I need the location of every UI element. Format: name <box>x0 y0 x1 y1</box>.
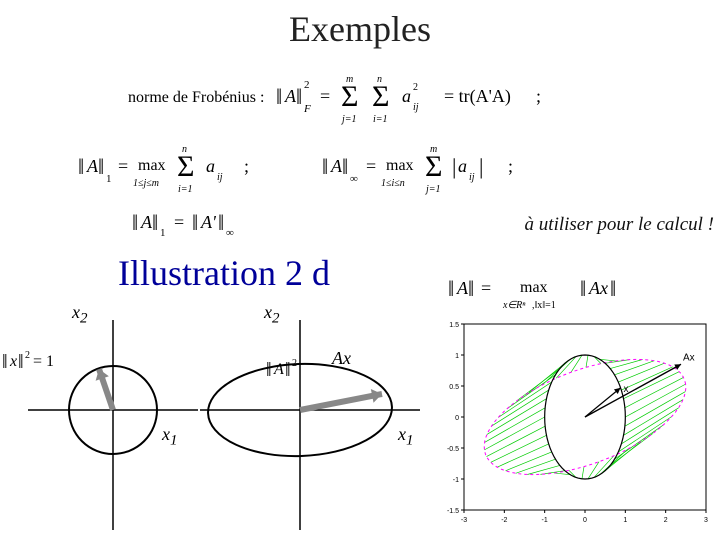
svg-text:‖: ‖ <box>468 276 474 301</box>
svg-text:‖: ‖ <box>98 154 104 179</box>
svg-text:j=1: j=1 <box>340 114 357 125</box>
svg-text:A': A' <box>200 212 217 232</box>
svg-text:F: F <box>303 103 311 115</box>
formula-norm1-inf: ‖ A ‖ 1 = max 1≤j≤m Σ i=1 n a ij ; ‖ A ‖… <box>78 140 638 196</box>
svg-text:0: 0 <box>583 517 587 524</box>
svg-text:x: x <box>9 353 17 370</box>
svg-text:Ax: Ax <box>588 278 608 298</box>
svg-text:1.5: 1.5 <box>449 322 459 329</box>
svg-text:n: n <box>182 144 187 155</box>
svg-text:n: n <box>377 74 382 85</box>
svg-text:m: m <box>430 144 437 155</box>
svg-text:x: x <box>623 384 628 395</box>
formula-frobenius: norme de Frobénius : ‖ A ‖ F 2 = Σ j=1 m… <box>128 68 688 128</box>
svg-text:=: = <box>320 86 330 106</box>
title-illustration: Illustration 2 d <box>118 252 330 294</box>
svg-text:‖: ‖ <box>276 84 282 109</box>
svg-text:2: 2 <box>664 517 668 524</box>
plot-ellipse <box>200 320 420 530</box>
svg-text:-1: -1 <box>453 477 459 484</box>
svg-text:x∈Rⁿ: x∈Rⁿ <box>502 300 526 311</box>
svg-text:‖: ‖ <box>218 210 224 235</box>
svg-text:‖: ‖ <box>580 276 586 301</box>
plot-unit-circle <box>28 320 198 530</box>
svg-text:2: 2 <box>304 79 310 91</box>
svg-text:i=1: i=1 <box>373 114 388 125</box>
title-examples: Exemples <box>0 8 720 50</box>
svg-text:1: 1 <box>623 517 627 524</box>
svg-text:=: = <box>174 212 184 232</box>
svg-text:a: a <box>402 86 411 106</box>
svg-text:;: ; <box>536 86 541 106</box>
svg-text:-1: -1 <box>542 517 548 524</box>
svg-text:=: = <box>481 278 491 298</box>
svg-text:‖: ‖ <box>322 154 328 179</box>
svg-text:‖: ‖ <box>18 351 24 373</box>
svg-text:∞: ∞ <box>350 173 358 185</box>
svg-text:max: max <box>386 157 414 174</box>
svg-text:3: 3 <box>704 517 708 524</box>
svg-text:max: max <box>520 279 548 296</box>
svg-text:-3: -3 <box>461 517 467 524</box>
svg-text:a: a <box>458 156 467 176</box>
svg-text:‖: ‖ <box>78 154 84 179</box>
svg-text:|: | <box>479 154 483 179</box>
use-for-calc-note: à utiliser pour le calcul ! <box>525 214 714 236</box>
svg-text:=: = <box>366 156 376 176</box>
svg-text:1≤i≤n: 1≤i≤n <box>381 178 405 189</box>
svg-text:a: a <box>206 156 215 176</box>
svg-text:‖: ‖ <box>610 276 616 301</box>
svg-text:‖: ‖ <box>342 154 348 179</box>
svg-text:‖: ‖ <box>448 276 454 301</box>
svg-text:∞: ∞ <box>226 227 234 239</box>
svg-text:m: m <box>346 74 353 85</box>
svg-text:|: | <box>452 154 456 179</box>
svg-text:max: max <box>138 157 166 174</box>
svg-text:-2: -2 <box>501 517 507 524</box>
svg-text:;: ; <box>244 156 249 176</box>
svg-text:ij: ij <box>469 172 475 183</box>
svg-text:,‖x‖=1: ,‖x‖=1 <box>532 300 556 311</box>
svg-text:1: 1 <box>455 353 459 360</box>
svg-text:1: 1 <box>106 173 112 185</box>
svg-text:;: ; <box>508 156 513 176</box>
svg-text:ij: ij <box>217 172 223 183</box>
svg-text:i=1: i=1 <box>178 184 193 195</box>
svg-text:0: 0 <box>455 415 459 422</box>
svg-text:0.5: 0.5 <box>449 384 459 391</box>
svg-text:2: 2 <box>413 82 418 93</box>
svg-text:‖: ‖ <box>192 210 198 235</box>
svg-text:=: = <box>118 156 128 176</box>
frob-prefix: norme de Frobénius : <box>128 89 264 106</box>
svg-text:1: 1 <box>160 227 166 239</box>
svg-text:j=1: j=1 <box>424 184 441 195</box>
svg-text:‖: ‖ <box>132 210 138 235</box>
svg-text:Ax: Ax <box>683 352 695 363</box>
svg-text:‖: ‖ <box>2 351 8 373</box>
svg-text:‖: ‖ <box>296 84 302 109</box>
svg-text:-0.5: -0.5 <box>447 446 459 453</box>
svg-text:1≤j≤m: 1≤j≤m <box>133 178 159 189</box>
plot-matrix-norm-illustration: -3 -2 -1 0 1 2 3 -1.5 -1 -0.5 0 0.5 1 1.5 Ax x <box>436 318 712 528</box>
formula-maxnorm: ‖ A ‖ = max x∈Rⁿ ,‖x‖=1 ‖ Ax ‖ <box>448 272 708 312</box>
svg-text:-1.5: -1.5 <box>447 508 459 515</box>
svg-text:= tr(A'A): = tr(A'A) <box>444 86 511 107</box>
svg-text:‖: ‖ <box>152 210 158 235</box>
svg-text:ij: ij <box>413 102 419 113</box>
